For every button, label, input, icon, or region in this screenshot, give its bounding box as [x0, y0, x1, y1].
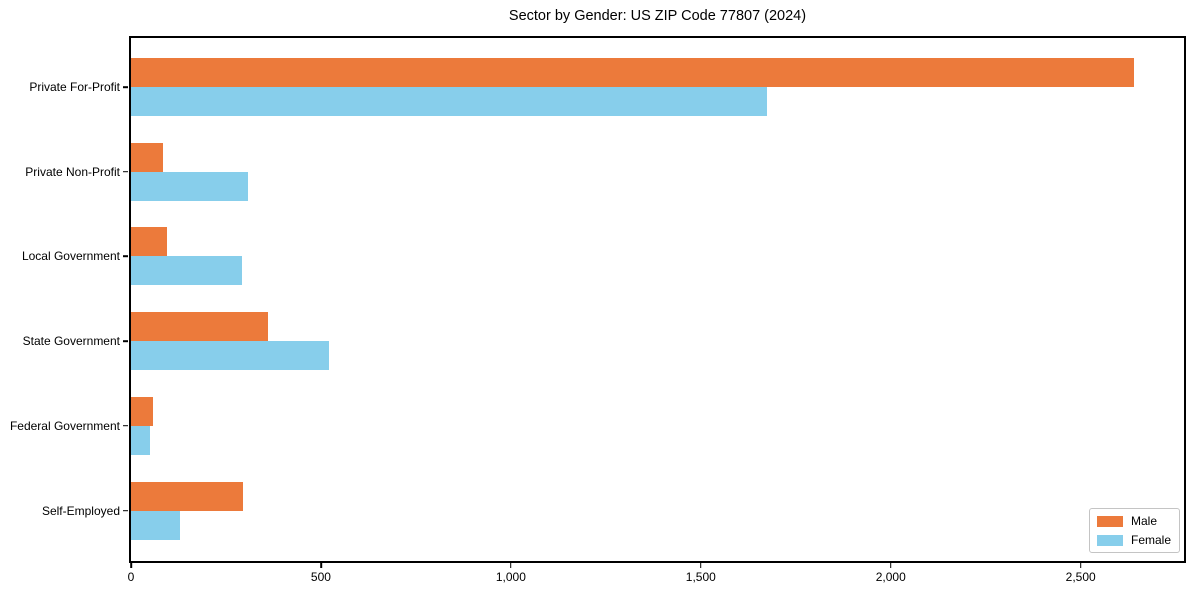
bar-male-local-government — [131, 227, 167, 257]
bar-male-self-employed — [131, 481, 243, 511]
x-tick-label: 2,500 — [1065, 570, 1096, 584]
x-tick-mark — [889, 563, 892, 568]
bar-male-private-non-profit — [131, 142, 163, 172]
bar-female-state-government — [131, 341, 329, 371]
y-tick-mark — [123, 509, 128, 512]
y-tick-mark — [123, 170, 128, 173]
y-tick-label: Federal Government — [9, 418, 120, 433]
x-tick-label: 2,000 — [875, 570, 906, 584]
bar-male-private-for-profit — [131, 58, 1134, 87]
y-tick-mark — [123, 86, 128, 88]
x-tick-label: 500 — [310, 570, 331, 584]
y-tick-label: Self-Employed — [41, 503, 120, 518]
x-tick-mark — [320, 563, 322, 568]
y-tick-mark — [123, 425, 128, 427]
x-tick-mark — [510, 563, 512, 568]
bar-female-federal-government — [131, 425, 150, 455]
bar-male-state-government — [131, 312, 268, 342]
bar-female-private-for-profit — [131, 87, 767, 116]
bar-female-local-government — [131, 256, 242, 286]
x-tick-mark — [130, 563, 132, 568]
legend-item-male: Male — [1096, 514, 1171, 528]
legend-swatch-female — [1096, 534, 1123, 546]
x-tick-mark — [700, 563, 702, 568]
chart-title: Sector by Gender: US ZIP Code 77807 (202… — [508, 8, 807, 24]
plot-area: Male Female — [129, 36, 1186, 563]
bar-male-federal-government — [131, 396, 153, 426]
legend: Male Female — [1088, 508, 1180, 553]
legend-label: Male — [1130, 514, 1157, 528]
y-tick-mark — [123, 255, 128, 258]
x-tick-label: 1,000 — [495, 570, 526, 584]
bar-female-self-employed — [131, 510, 180, 540]
legend-item-female: Female — [1096, 533, 1171, 547]
bar-female-private-non-profit — [131, 171, 248, 201]
y-tick-mark — [123, 340, 128, 342]
x-tick-label: 1,500 — [685, 570, 716, 584]
x-tick-label: 0 — [127, 570, 135, 584]
y-tick-label: Private Non-Profit — [25, 164, 120, 179]
x-tick-mark — [1079, 563, 1082, 568]
y-tick-label: Private For-Profit — [29, 80, 120, 94]
y-tick-label: State Government — [22, 334, 120, 349]
y-tick-label: Local Government — [21, 249, 120, 264]
legend-label: Female — [1130, 533, 1171, 547]
legend-swatch-male — [1096, 515, 1123, 527]
